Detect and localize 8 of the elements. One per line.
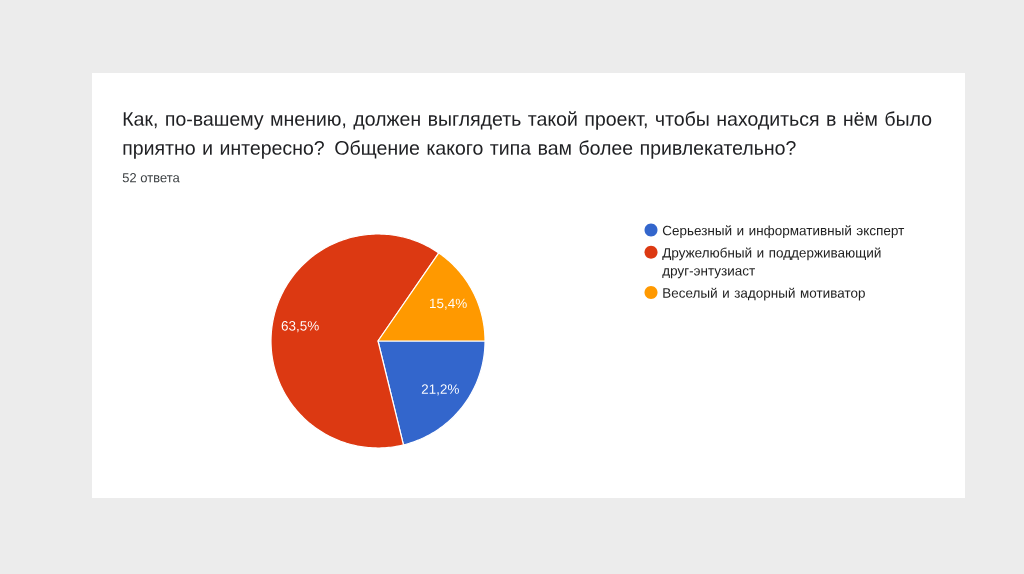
data-label: 15,4% [430,298,467,310]
legend-label: Веселый и задорный мотиватор [663,287,865,301]
text: 52 ответа [122,173,180,183]
chart-title: Как, по-вашему мнению, должен выглядеть такой проект, чтобы находиться в нём было приятно и интересно? Общение какого типа вам более привлекательно? [123,111,932,159]
legend-label: Дружелюбный и поддерживающий друг-энтузиаст [662,247,881,279]
data-label: 63,5% [281,321,319,333]
data-label: 21,2% [421,384,459,396]
legend-label: Серьезный и информативный эксперт [662,225,905,239]
